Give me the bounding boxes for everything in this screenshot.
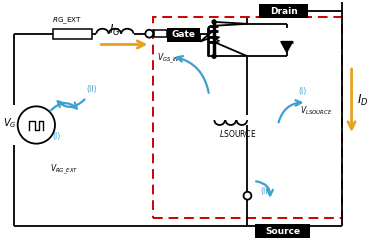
Text: $V_{LSOURCE}$: $V_{LSOURCE}$: [300, 104, 332, 117]
Text: Gate: Gate: [172, 30, 196, 39]
Text: (I): (I): [299, 86, 307, 96]
Text: (II): (II): [86, 84, 97, 94]
Bar: [153, 17, 342, 218]
Text: $\mathit{R}$G_EXT: $\mathit{R}$G_EXT: [52, 15, 82, 26]
Text: $V_{RG\_EXT}$: $V_{RG\_EXT}$: [49, 162, 78, 177]
Text: $\mathit{V}_{G}$: $\mathit{V}_{G}$: [3, 116, 17, 130]
Bar: [255, 224, 310, 238]
Text: (II): (II): [260, 187, 271, 196]
Text: $\mathit{I}_{G}$: $\mathit{I}_{G}$: [109, 22, 121, 38]
Text: $V_{GS\_INT}$: $V_{GS\_INT}$: [157, 51, 184, 66]
Circle shape: [212, 54, 216, 58]
Text: (I): (I): [52, 132, 60, 141]
Circle shape: [244, 192, 251, 200]
Bar: [167, 28, 200, 42]
Text: $\mathit{I}_{D}$: $\mathit{I}_{D}$: [358, 93, 369, 108]
Bar: [259, 4, 308, 18]
Circle shape: [212, 20, 216, 24]
Polygon shape: [281, 42, 293, 52]
Text: $\mathit{L}$SOURCE: $\mathit{L}$SOURCE: [219, 128, 256, 139]
Text: Drain: Drain: [270, 6, 298, 16]
Text: Source: Source: [265, 226, 300, 235]
Bar: [53, 29, 92, 38]
Bar: [154, 30, 167, 37]
Circle shape: [145, 30, 153, 38]
